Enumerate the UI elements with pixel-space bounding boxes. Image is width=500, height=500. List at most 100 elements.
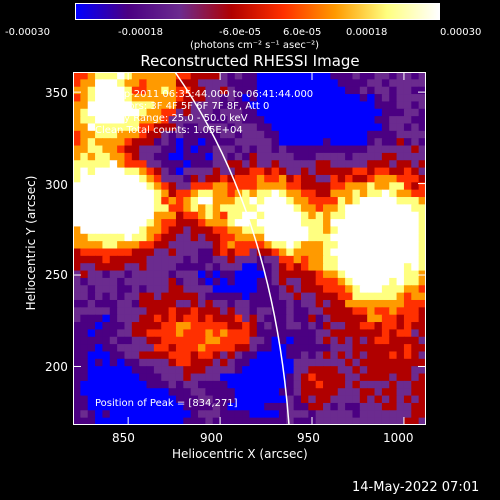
heatmap-pixel <box>190 248 199 257</box>
heatmap-pixel <box>161 277 170 286</box>
heatmap-pixel <box>146 402 155 411</box>
heatmap-pixel <box>381 204 390 213</box>
heatmap-pixel <box>190 255 199 264</box>
heatmap-pixel <box>87 336 96 345</box>
heatmap-pixel <box>367 167 376 176</box>
heatmap-pixel <box>403 101 412 110</box>
heatmap-pixel <box>87 277 96 286</box>
heatmap-pixel <box>212 263 221 272</box>
heatmap-pixel <box>411 402 420 411</box>
heatmap-pixel <box>168 380 177 389</box>
heatmap-pixel <box>80 263 89 272</box>
heatmap-pixel <box>109 204 118 213</box>
heatmap-pixel <box>352 79 361 88</box>
heatmap-pixel <box>293 167 302 176</box>
heatmap-pixel <box>168 263 177 272</box>
heatmap-pixel <box>190 402 199 411</box>
heatmap-pixel <box>271 204 280 213</box>
heatmap-pixel <box>117 241 126 250</box>
heatmap-pixel <box>146 233 155 242</box>
heatmap-pixel <box>264 94 273 103</box>
heatmap-pixel <box>256 108 265 117</box>
heatmap-pixel <box>381 130 390 139</box>
heatmap-pixel <box>73 160 81 169</box>
heatmap-pixel <box>117 86 126 95</box>
heatmap-pixel <box>323 329 331 338</box>
heatmap-pixel <box>359 101 368 110</box>
heatmap-pixel <box>80 86 89 95</box>
heatmap-pixel <box>271 322 280 330</box>
heatmap-pixel <box>352 388 361 397</box>
heatmap-pixel <box>271 182 280 191</box>
heatmap-pixel <box>139 248 148 257</box>
heatmap-pixel <box>227 138 236 147</box>
heatmap-pixel <box>337 248 346 257</box>
heatmap-pixel <box>256 307 265 316</box>
heatmap-pixel <box>271 410 280 419</box>
heatmap-pixel <box>374 152 383 161</box>
heatmap-pixel <box>381 329 390 338</box>
heatmap-pixel <box>278 94 287 103</box>
heatmap-pixel <box>109 351 118 360</box>
heatmap-pixel <box>183 344 192 353</box>
heatmap-pixel <box>183 101 192 110</box>
heatmap-pixel <box>308 123 317 132</box>
heatmap-pixel <box>227 160 236 169</box>
heatmap-pixel <box>286 79 295 88</box>
heatmap-pixel <box>300 167 309 176</box>
heatmap-pixel <box>308 270 317 279</box>
heatmap-pixel <box>374 204 383 213</box>
heatmap-pixel <box>80 307 89 316</box>
heatmap-pixel <box>315 285 324 294</box>
heatmap-pixel <box>95 211 104 220</box>
heatmap-pixel <box>205 94 214 103</box>
heatmap-pixel <box>300 204 309 213</box>
heatmap-pixel <box>300 72 309 80</box>
heatmap-pixel <box>205 241 214 250</box>
heatmap-pixel <box>264 123 273 132</box>
heatmap-pixel <box>396 373 405 382</box>
heatmap-pixel <box>198 277 206 286</box>
heatmap-pixel <box>212 270 221 279</box>
heatmap-pixel <box>95 270 104 279</box>
heatmap-pixel <box>359 204 368 213</box>
heatmap-pixel <box>175 189 184 198</box>
heatmap-pixel <box>367 351 376 360</box>
heatmap-pixel <box>308 322 317 330</box>
heatmap-pixel <box>190 410 199 419</box>
heatmap-pixel <box>315 329 324 338</box>
heatmap-pixel <box>124 219 133 228</box>
heatmap-pixel <box>286 417 295 425</box>
heatmap-pixel <box>227 314 236 323</box>
heatmap-pixel <box>359 79 368 88</box>
heatmap-pixel <box>220 160 229 169</box>
heatmap-pixel <box>220 314 229 323</box>
heatmap-pixel <box>183 72 192 80</box>
heatmap-pixel <box>87 292 96 301</box>
heatmap-pixel <box>330 241 339 250</box>
heatmap-pixel <box>396 263 405 272</box>
heatmap-pixel <box>418 395 426 404</box>
heatmap-pixel <box>374 72 383 80</box>
heatmap-pixel <box>109 410 118 419</box>
heatmap-pixel <box>124 204 133 213</box>
heatmap-pixel <box>102 329 111 338</box>
heatmap-pixel <box>227 241 236 250</box>
heatmap-pixel <box>293 336 302 345</box>
heatmap-pixel <box>315 270 324 279</box>
heatmap-pixel <box>300 380 309 389</box>
heatmap-pixel <box>337 233 346 242</box>
heatmap-pixel <box>220 336 229 345</box>
heatmap-pixel <box>175 277 184 286</box>
heatmap-pixel <box>286 101 295 110</box>
heatmap-pixel <box>411 189 420 198</box>
heatmap-pixel <box>227 263 236 272</box>
heatmap-pixel <box>286 116 295 125</box>
heatmap-pixel <box>396 285 405 294</box>
heatmap-pixel <box>146 160 155 169</box>
heatmap-pixel <box>139 322 148 330</box>
heatmap-pixel <box>359 248 368 257</box>
heatmap-pixel <box>308 241 317 250</box>
heatmap-pixel <box>418 233 426 242</box>
heatmap-pixel <box>249 299 258 308</box>
